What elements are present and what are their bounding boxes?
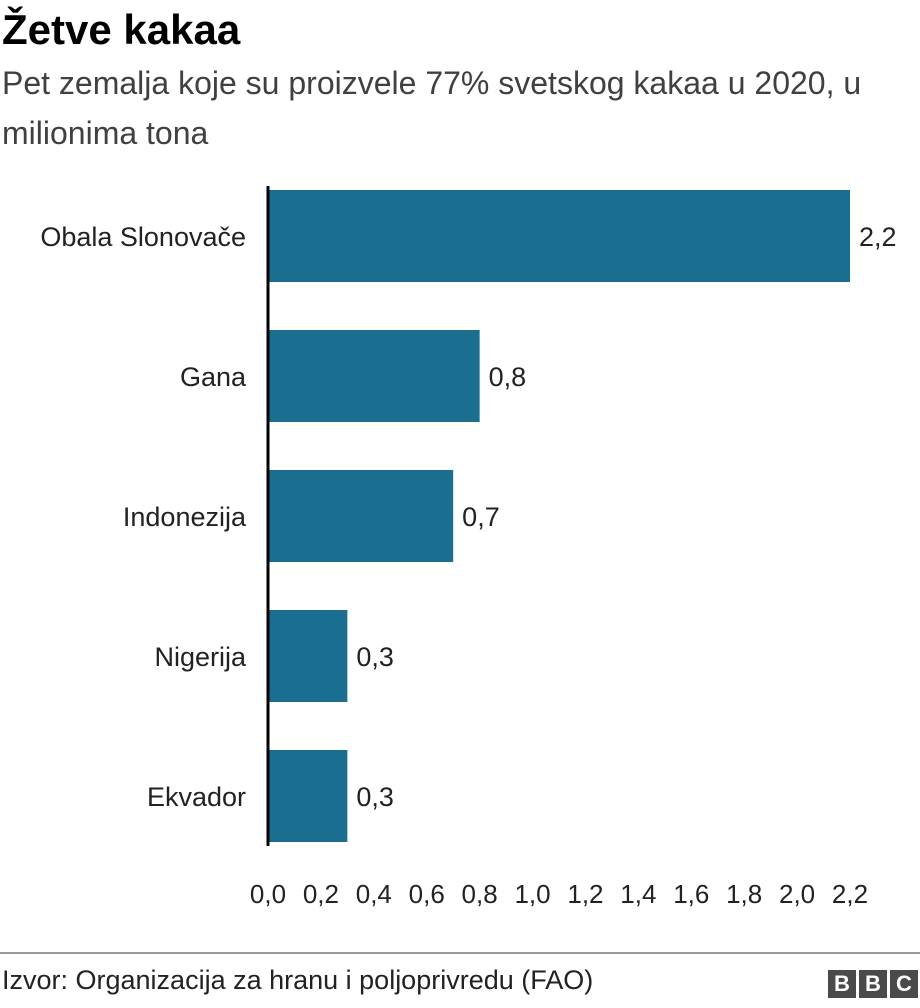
- bbc-logo: B B C: [828, 970, 918, 998]
- x-tick-label: 1,6: [673, 879, 709, 909]
- data-label: 0,3: [356, 782, 394, 812]
- chart-title: Žetve kakaa: [2, 6, 241, 53]
- bar: [268, 330, 480, 422]
- bbc-logo-letter: B: [828, 970, 856, 998]
- bbc-logo-letter: B: [859, 970, 887, 998]
- x-tick-label: 0,6: [409, 879, 445, 909]
- source-note: Izvor: Organizacija za hranu i poljopriv…: [2, 965, 594, 995]
- x-tick-label: 0,8: [462, 879, 498, 909]
- chart-subtitle: Pet zemalja koje su proizvele 77% svetsk…: [2, 65, 862, 151]
- data-label: 0,7: [462, 502, 500, 532]
- x-tick-label: 1,2: [567, 879, 603, 909]
- x-tick-label: 2,2: [832, 879, 868, 909]
- category-label: Gana: [180, 362, 247, 392]
- bar: [268, 190, 850, 282]
- category-label: Ekvador: [147, 782, 246, 812]
- bar: [268, 610, 348, 702]
- category-label: Obala Slonovače: [40, 222, 246, 252]
- x-tick-label: 0,2: [303, 879, 339, 909]
- footer-divider: [0, 952, 920, 954]
- data-label: 0,3: [356, 642, 394, 672]
- category-label: Indonezija: [123, 502, 247, 532]
- x-tick-label: 1,0: [514, 879, 550, 909]
- x-tick-label: 1,4: [620, 879, 656, 909]
- bbc-logo-letter: C: [890, 970, 918, 998]
- x-tick-label: 1,8: [726, 879, 762, 909]
- x-tick-label: 2,0: [779, 879, 815, 909]
- data-label: 2,2: [859, 222, 897, 252]
- bar-chart: Obala Slonovače 2,2 Gana 0,8 Indonezija 0,7 Ni…: [40, 186, 897, 909]
- category-label: Nigerija: [154, 642, 247, 672]
- data-label: 0,8: [489, 362, 527, 392]
- bar: [268, 750, 348, 842]
- x-tick-label: 0,4: [356, 879, 392, 909]
- bar: [268, 470, 454, 562]
- x-tick-label: 0,0: [250, 879, 286, 909]
